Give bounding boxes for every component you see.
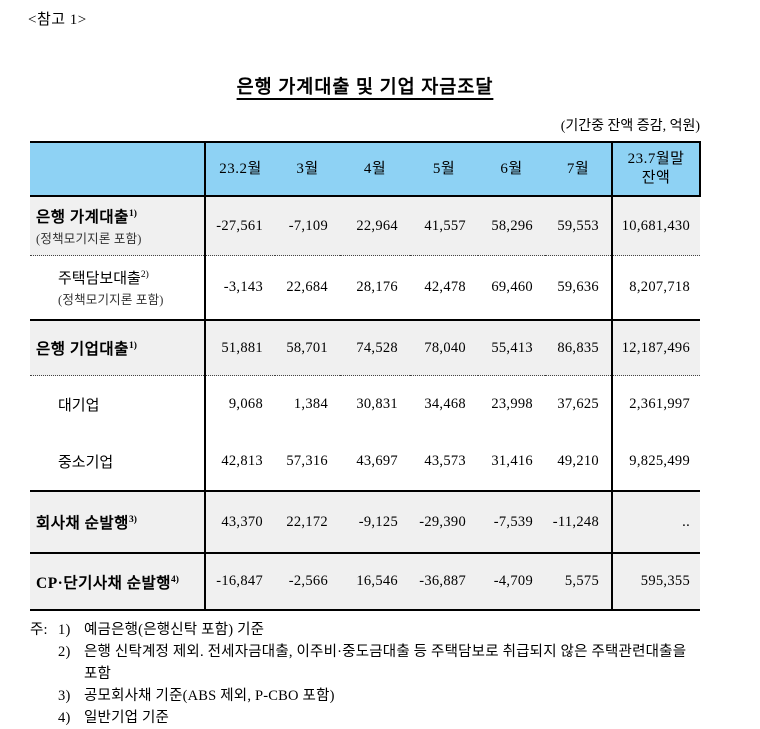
cell: 58,296 xyxy=(478,196,545,256)
header-empty-cell xyxy=(30,142,206,197)
cell: -16,847 xyxy=(205,553,275,610)
cell-balance: 9,825,499 xyxy=(611,433,700,492)
note-text: 은행 신탁계정 제외. 전세자금대출, 이주비·중도금대출 등 주택담보로 취급… xyxy=(84,644,687,682)
cell: -36,887 xyxy=(410,553,478,610)
row-sublabel: (정책모기지론 포함) xyxy=(58,293,164,307)
cell: -3,143 xyxy=(205,255,275,321)
cell: 9,068 xyxy=(228,396,263,412)
row-small-firms: 중소기업 42,813 57,316 43,697 43,573 31,416 … xyxy=(30,433,700,492)
header-month: 7월 xyxy=(545,142,612,197)
cell: 59,636 xyxy=(545,255,612,321)
cell: 78,040 xyxy=(410,320,478,376)
cell: 22,684 xyxy=(275,255,340,321)
row-cp-short-term-bonds: CP·단기사채 순발행4) -16,847 -2,566 16,546 -36,… xyxy=(30,553,700,610)
cell: 1,384 xyxy=(293,396,328,412)
row-label: 회사채 순발행3) xyxy=(30,491,206,554)
cell-balance: 8,207,718 xyxy=(611,255,700,321)
cell-balance: 595,355 xyxy=(611,553,700,610)
cell: -27,561 xyxy=(205,196,275,256)
reference-label: <참고 1> xyxy=(28,12,87,28)
row-mortgage-loans: 주택담보대출2) (정책모기지론 포함) -3,143 22,684 28,17… xyxy=(30,255,700,321)
loan-data-table: 23.2월 3월 4월 5월 6월 7월 23.7월말 잔액 은행 가계대출1)… xyxy=(30,141,701,611)
row-household-loans: 은행 가계대출1) (정책모기지론 포함) -27,561 -7,109 22,… xyxy=(30,196,700,256)
cell: 43,573 xyxy=(410,433,478,492)
cell: 28,176 xyxy=(340,255,410,321)
row-large-firms: 대기업 9,068 1,384 30,831 34,468 23,998 37,… xyxy=(30,375,700,433)
cell: 59,553 xyxy=(545,196,612,256)
header-month: 3월 xyxy=(275,142,340,197)
row-label: 은행 기업대출1) xyxy=(30,320,206,376)
cell: 74,528 xyxy=(340,320,410,376)
page-title: 은행 가계대출 및 기업 자금조달 xyxy=(236,78,494,98)
row-label: 은행 가계대출1) (정책모기지론 포함) xyxy=(30,196,206,256)
unit-note: (기간중 잔액 증감, 억원) xyxy=(560,119,700,134)
cell: -4,709 xyxy=(478,553,545,610)
row-sublabel: (정책모기지론 포함) xyxy=(36,232,142,246)
header-month: 6월 xyxy=(478,142,545,197)
cell: 49,210 xyxy=(545,433,612,492)
cell: 22,964 xyxy=(340,196,410,256)
cell: 30,831 xyxy=(356,396,398,412)
cell: 86,835 xyxy=(545,320,612,376)
cell-balance: .. xyxy=(611,491,700,554)
cell: 43,370 xyxy=(205,491,275,554)
cell: -2,566 xyxy=(275,553,340,610)
cell: 57,316 xyxy=(275,433,340,492)
cell: 37,625 xyxy=(557,396,599,412)
cell: 69,460 xyxy=(478,255,545,321)
footnote-item: 3) 공모회사채 기준(ABS 제외, P-CBO 포함) xyxy=(30,685,760,707)
note-prefix: 주: xyxy=(30,622,48,638)
footnote-marker: 4) xyxy=(171,574,179,585)
cell: 16,546 xyxy=(340,553,410,610)
note-number: 4) xyxy=(58,710,71,726)
header-month: 4월 xyxy=(340,142,410,197)
row-corporate-bonds: 회사채 순발행3) 43,370 22,172 -9,125 -29,390 -… xyxy=(30,491,700,554)
footnote-item: 4) 일반기업 기준 xyxy=(30,707,760,729)
header-month: 5월 xyxy=(410,142,478,197)
cell-balance: 2,361,997 xyxy=(611,375,700,433)
cell-balance: 12,187,496 xyxy=(611,320,700,376)
note-text: 공모회사채 기준(ABS 제외, P-CBO 포함) xyxy=(84,688,335,704)
footnote-item: 2) 은행 신탁계정 제외. 전세자금대출, 이주비·중도금대출 등 주택담보로… xyxy=(30,641,760,685)
cell: 42,478 xyxy=(410,255,478,321)
cell: -7,109 xyxy=(275,196,340,256)
cell: 55,413 xyxy=(478,320,545,376)
cell: 42,813 xyxy=(205,433,275,492)
cell: 58,701 xyxy=(275,320,340,376)
cell: 5,575 xyxy=(545,553,612,610)
cell: 51,881 xyxy=(205,320,275,376)
cell: -7,539 xyxy=(478,491,545,554)
header-month: 23.2월 xyxy=(205,142,275,197)
cell: -11,248 xyxy=(545,491,612,554)
note-text: 예금은행(은행신탁 포함) 기준 xyxy=(84,622,265,638)
footnotes: 주: 1) 예금은행(은행신탁 포함) 기준 2) 은행 신탁계정 제외. 전세… xyxy=(30,619,760,729)
cell: 22,172 xyxy=(275,491,340,554)
cell: 31,416 xyxy=(478,433,545,492)
footnote-marker: 2) xyxy=(140,270,149,281)
table-header-row: 23.2월 3월 4월 5월 6월 7월 23.7월말 잔액 xyxy=(30,142,701,197)
cell-balance: 10,681,430 xyxy=(611,196,700,256)
note-number: 2) xyxy=(58,644,71,660)
note-number: 1) xyxy=(58,622,71,638)
cell: -9,125 xyxy=(340,491,410,554)
cell: -29,390 xyxy=(410,491,478,554)
footnote-marker: 1) xyxy=(128,341,137,352)
note-number: 3) xyxy=(58,688,71,704)
cell: 43,697 xyxy=(340,433,410,492)
note-text: 일반기업 기준 xyxy=(84,710,170,726)
row-label: 대기업 xyxy=(30,375,206,433)
footnote-marker: 3) xyxy=(128,515,137,526)
row-label: 주택담보대출2) (정책모기지론 포함) xyxy=(30,255,206,321)
cell: 34,468 xyxy=(424,396,466,412)
footnote-item: 주: 1) 예금은행(은행신탁 포함) 기준 xyxy=(30,619,760,641)
row-label: 중소기업 xyxy=(30,433,206,492)
footnote-marker: 1) xyxy=(128,209,137,220)
cell: 23,998 xyxy=(491,396,533,412)
header-balance: 23.7월말 잔액 xyxy=(611,142,701,197)
cell: 41,557 xyxy=(410,196,478,256)
row-label: CP·단기사채 순발행4) xyxy=(30,553,206,610)
row-corporate-loans: 은행 기업대출1) 51,881 58,701 74,528 78,040 55… xyxy=(30,320,700,376)
